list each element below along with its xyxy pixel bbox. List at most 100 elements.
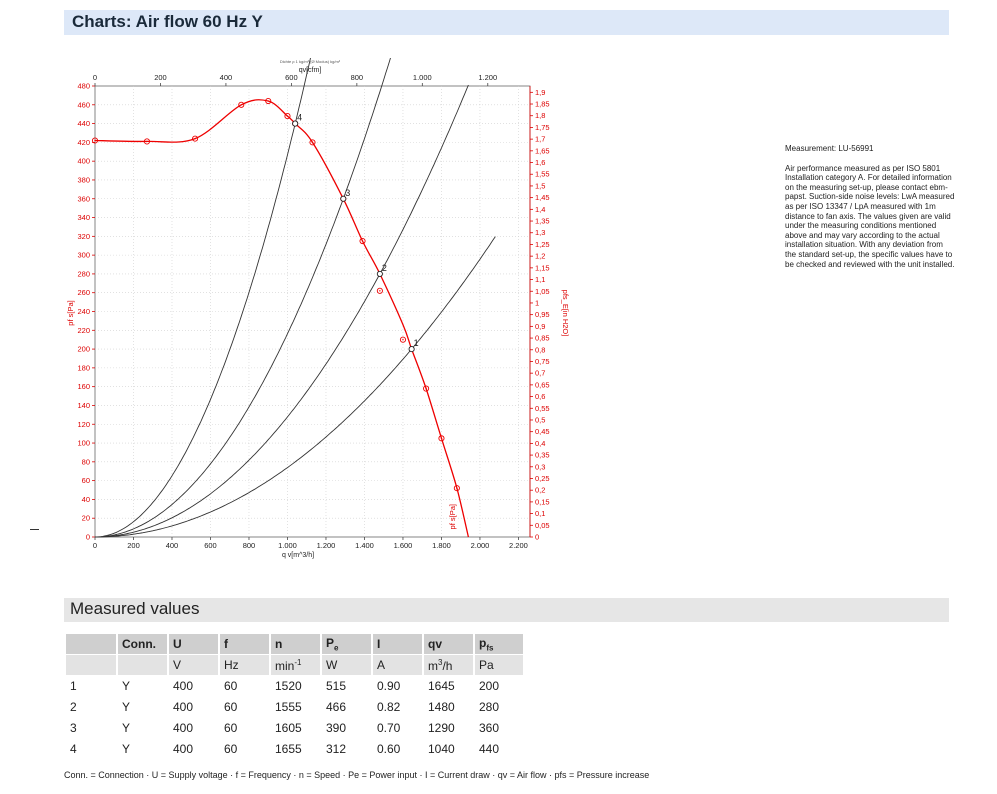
right-tick-label-1: 0,05 <box>535 521 550 530</box>
table-units-row-cell-0 <box>66 655 116 675</box>
left-axis-label: pf s[Pa] <box>66 300 75 325</box>
measurement-text: Air performance measured as per ISO 5801… <box>785 163 955 269</box>
table-footnote: Conn. = Connection · U = Supply voltage … <box>64 770 650 780</box>
top-tick-label-4: 800 <box>351 73 364 82</box>
bottom-tick-label-7: 1.400 <box>355 541 374 550</box>
table-row-1-cell-2: 400 <box>173 679 194 693</box>
left-tick-label-0: 0 <box>86 533 90 542</box>
top-tick-label-2: 400 <box>220 73 233 82</box>
top-tick-label-3: 600 <box>285 73 298 82</box>
left-tick-label-18: 360 <box>77 194 90 203</box>
right-tick-label-4: 0,2 <box>535 486 545 495</box>
operating-point-label-4: 4 <box>297 113 302 123</box>
fan-curve-marker-dot-3 <box>240 104 242 106</box>
left-tick-label-17: 340 <box>77 213 90 222</box>
system-curve-3 <box>95 58 391 538</box>
right-tick-label-23: 1,15 <box>535 263 550 272</box>
dash-mark <box>30 529 39 530</box>
system-curve-4 <box>95 58 311 538</box>
table-row-2-cell-0: 2 <box>70 700 77 714</box>
bottom-tick-label-6: 1.200 <box>317 541 336 550</box>
bottom-axis-label: q v[m^3/h] <box>282 552 314 559</box>
fan-curve-marker-13 <box>438 435 445 442</box>
table-row-3-cell-7: 1290 <box>428 721 455 735</box>
table-row-2-cell-8: 280 <box>479 700 500 714</box>
fan-curve-marker-dot-12 <box>425 387 427 390</box>
right-tick-label-11: 0,55 <box>535 404 550 413</box>
left-tick-label-3: 60 <box>82 476 90 485</box>
table-row-4-cell-8: 440 <box>479 742 500 756</box>
table-row-1-cell-4: 1520 <box>275 679 302 693</box>
left-tick-label-13: 260 <box>77 288 90 297</box>
table-header-row-cell-8: pfs <box>475 634 523 654</box>
right-axis-label: pfs_E[in H2O] <box>561 290 570 337</box>
right-tick-label-32: 1,6 <box>535 158 545 167</box>
left-tick-label-14: 280 <box>77 269 90 278</box>
fan-curve-marker-1 <box>143 138 151 145</box>
fan-curve-marker-9 <box>359 237 366 245</box>
table-units-row-cell-8: Pa <box>475 655 523 675</box>
right-tick-label-24: 1,2 <box>535 252 545 261</box>
fan-curve-marker-2 <box>192 135 199 142</box>
right-tick-label-12: 0,6 <box>535 392 545 401</box>
right-tick-label-34: 1,7 <box>535 135 545 144</box>
right-tick-label-2: 0,1 <box>535 509 545 518</box>
table-row-3-cell-3: 60 <box>224 721 238 735</box>
right-tick-label-22: 1,1 <box>535 275 545 284</box>
table-row-4-cell-0: 4 <box>70 742 77 756</box>
right-tick-label-19: 0,95 <box>535 310 550 319</box>
fan-curve-marker-10 <box>376 287 383 294</box>
table-row-3: 3 Y 400 60 1605 390 0.70 1290 360 <box>66 718 523 738</box>
measurement-id: Measurement: LU-56991 <box>785 144 874 153</box>
fan-curve-marker-dot-0 <box>94 139 96 142</box>
right-tick-label-3: 0,15 <box>535 497 550 506</box>
table-header-row-cell-0 <box>66 634 116 654</box>
table-row-4: 4 Y 400 60 1655 312 0.60 1040 440 <box>66 739 523 759</box>
fan-curve-marker-dot-9 <box>361 240 364 242</box>
table-row-2: 2 Y 400 60 1555 466 0.82 1480 280 <box>66 697 523 717</box>
left-tick-label-23: 460 <box>77 100 90 109</box>
operating-point-label-3: 3 <box>345 188 350 198</box>
chart-title: Charts: Air flow 60 Hz Y <box>72 12 263 31</box>
left-tick-label-15: 300 <box>77 251 90 260</box>
table-row-4-cell-6: 0.60 <box>377 742 401 756</box>
left-tick-label-1: 20 <box>82 514 90 523</box>
table-row-1-cell-8: 200 <box>479 679 500 693</box>
fan-curve-marker-dot-5 <box>286 115 289 117</box>
right-tick-label-5: 0,25 <box>535 474 550 483</box>
right-tick-label-30: 1,5 <box>535 181 545 190</box>
table-header-row-cell-3: f <box>220 634 269 654</box>
table-row-2-cell-4: 1555 <box>275 700 302 714</box>
table-row-3-cell-8: 360 <box>479 721 500 735</box>
left-tick-label-20: 400 <box>77 157 90 166</box>
right-tick-label-16: 0,8 <box>535 345 545 354</box>
right-tick-label-26: 1,3 <box>535 228 545 237</box>
measured-values-title: Measured values <box>70 599 200 618</box>
left-tick-label-16: 320 <box>77 232 90 241</box>
bottom-tick-label-10: 2.000 <box>471 541 490 550</box>
system-curve-1 <box>95 236 496 538</box>
left-tick-label-5: 100 <box>77 439 90 448</box>
right-tick-label-8: 0,4 <box>535 439 545 448</box>
fan-curve-marker-4 <box>265 97 272 105</box>
right-tick-label-38: 1,9 <box>535 88 545 97</box>
left-tick-label-24: 480 <box>77 82 90 91</box>
fan-curve-marker-0 <box>91 137 99 144</box>
fan-curve-marker-dot-13 <box>440 437 443 440</box>
right-tick-label-13: 0,65 <box>535 380 550 389</box>
operating-point-1 <box>408 346 415 353</box>
right-tick-label-29: 1,45 <box>535 193 550 202</box>
fan-curve-marker-dot-11 <box>402 338 404 341</box>
table-units-row-cell-3: Hz <box>220 655 269 675</box>
table-row-1-cell-5: 515 <box>326 679 347 693</box>
table-row-4-cell-7: 1040 <box>428 742 455 756</box>
fan-curve-label: pf s[Pa] <box>448 504 457 529</box>
table-row-4-cell-3: 60 <box>224 742 238 756</box>
left-tick-label-10: 200 <box>77 345 90 354</box>
fan-curve-marker-12 <box>423 385 430 392</box>
right-tick-label-27: 1,35 <box>535 217 550 226</box>
right-tick-label-10: 0,5 <box>535 415 545 424</box>
right-tick-label-0: 0 <box>535 533 539 542</box>
